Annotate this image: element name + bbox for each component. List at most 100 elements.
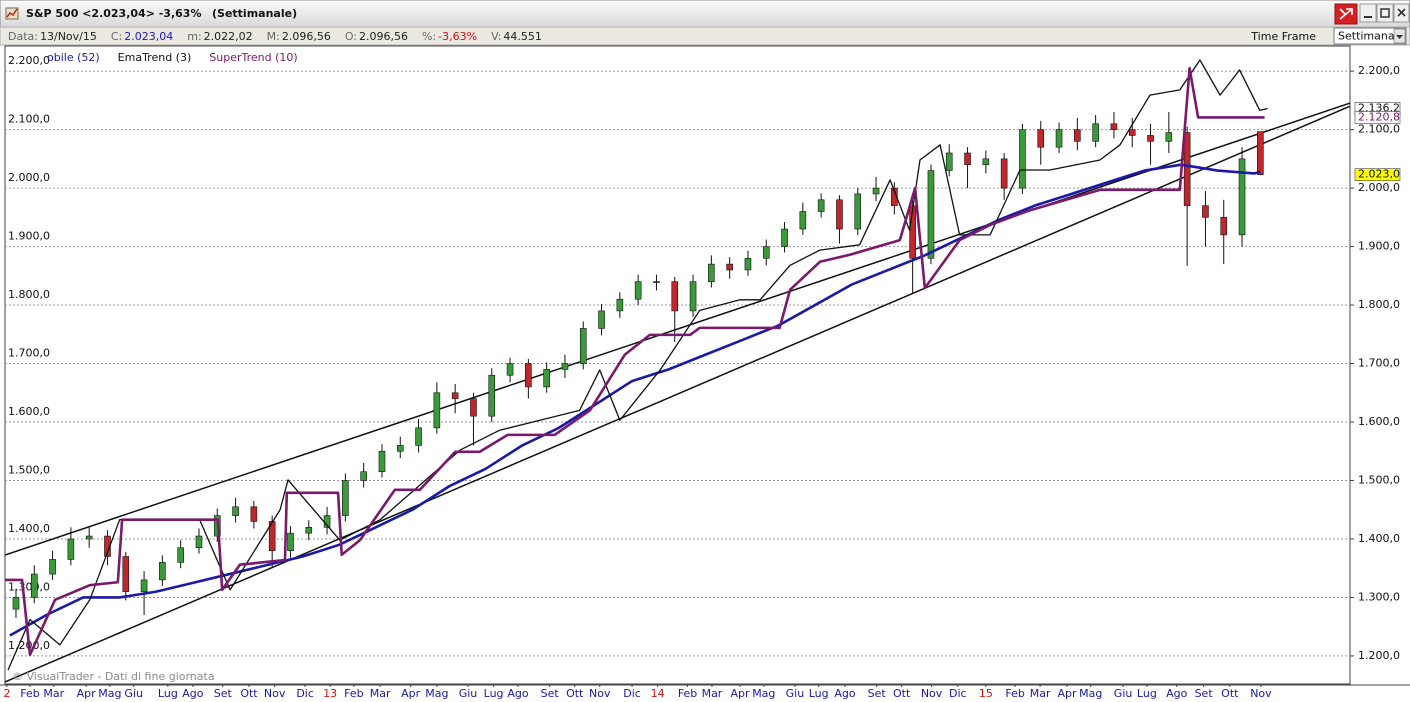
y-tick-label: 1.400,0 (1358, 532, 1400, 545)
candle-body (195, 535, 203, 549)
candle-body (1238, 158, 1246, 236)
candle-body (378, 450, 386, 473)
candle-body (817, 199, 825, 212)
y-tick-label: 2.100,0 (1358, 123, 1400, 136)
y-tick-label-left: 1.900,0 (8, 230, 50, 243)
candle-body (1074, 129, 1081, 142)
candle-body (653, 281, 660, 283)
chart: 1.200,0 1.300,0 1.400,0 1.500,0 1.600,0 1.700… (3, 51, 1401, 700)
time-frame-value: Settimanale (1338, 30, 1405, 43)
candle-body (104, 535, 111, 557)
x-tick-label: Mar (43, 687, 64, 700)
maximize-button[interactable] (1376, 3, 1394, 23)
info-value: 2.022,02 (204, 30, 253, 43)
x-tick-label: 13 (323, 687, 337, 700)
candle-body (1055, 129, 1063, 148)
minimize-button[interactable] (1359, 3, 1377, 23)
y-tick-label: 2.200,0 (1358, 64, 1400, 77)
candle-body (1257, 131, 1264, 175)
x-tick-label: 2 (3, 687, 10, 700)
y-tick-label-left: 2.100,0 (8, 113, 50, 126)
candle-body (744, 257, 752, 271)
watermark: © VisualTrader - Dati di fine giornata (12, 670, 215, 683)
info-value: 13/Nov/15 (40, 30, 97, 43)
detach-icon (1339, 8, 1353, 20)
info-value: -3,63% (438, 30, 477, 43)
x-tick-label: Lug (1137, 687, 1157, 700)
candle-body (561, 363, 569, 370)
info-value: 2.096,56 (282, 30, 331, 43)
plot-layer: 1.200,01.300,01.400,01.500,01.600,01.700… (5, 54, 1350, 683)
x-tick-label: Apr (731, 687, 751, 700)
info-label: M: (267, 30, 280, 43)
x-tick-label: Mag (1079, 687, 1102, 700)
x-tick-label: Ott (566, 687, 584, 700)
candle-body (982, 158, 990, 166)
info-value: 2.096,56 (359, 30, 408, 43)
info-group: Data: 13/Nov/15 C: 2.023,04 m: 2.022,02 M: 2.09… (8, 30, 542, 43)
candle-body (470, 398, 477, 417)
window-subtitle: (Settimanale) (212, 7, 297, 20)
candle-body (159, 562, 166, 581)
candle-body (30, 573, 38, 598)
legend-entry: obile (52) (47, 51, 100, 64)
info-label: Data: (8, 30, 38, 43)
candle-body (140, 579, 148, 592)
candle-body (598, 310, 605, 329)
candle-body (799, 211, 807, 230)
time-frame-dropdown[interactable] (1333, 27, 1407, 45)
price-tag-label: 2.120,8 (1358, 110, 1400, 123)
x-tick-label: Ago (834, 687, 856, 700)
x-tick-label: Mar (1030, 687, 1051, 700)
legend-entry: EmaTrend (3) (118, 51, 192, 64)
x-tick-label: Set (868, 687, 887, 700)
x-tick-label: Giu (786, 687, 805, 700)
y-tick-label-left: 1.500,0 (8, 463, 50, 476)
y-tick-label: 1.700,0 (1358, 357, 1400, 370)
candle-body (671, 281, 679, 312)
x-tick-label: Ago (182, 687, 204, 700)
candle-body (1202, 205, 1209, 218)
y-tick-label: 1.200,0 (1358, 649, 1400, 662)
candle-body (342, 480, 349, 516)
candle-body (232, 506, 239, 516)
info-label: m: (187, 30, 201, 43)
y-tick-label-left: 1.700,0 (8, 347, 50, 360)
x-tick-label: Apr (77, 687, 97, 700)
maximize-icon (1380, 8, 1390, 18)
candle-body (579, 328, 587, 364)
y-tick-label-left: 1.600,0 (8, 405, 50, 418)
info-label: C: (111, 30, 122, 43)
y-tick-label: 1.900,0 (1358, 240, 1400, 253)
candle-body (1000, 158, 1008, 189)
x-tick-label: Feb (678, 687, 697, 700)
candle-body (836, 199, 843, 230)
candle-body (49, 559, 56, 575)
info-label: V: (491, 30, 501, 43)
candle-body (488, 374, 496, 417)
x-tick-label: Nov (921, 687, 943, 700)
x-tick-label: Set (214, 687, 233, 700)
y-tick-label-left: 1.800,0 (8, 288, 50, 301)
trendline (5, 105, 1350, 683)
x-tick-label: Mar (702, 687, 723, 700)
price-tag-label: 2.023,0 (1358, 168, 1400, 181)
candle-body (1128, 129, 1136, 136)
price-tag (1354, 168, 1401, 181)
candle-body (85, 535, 93, 540)
dropdown-arrow (1396, 35, 1403, 39)
candle-body (964, 152, 971, 166)
x-tick-label: Ott (240, 687, 258, 700)
x-tick-label: Giu (459, 687, 478, 700)
candle-body (12, 597, 20, 610)
candle-body (360, 471, 367, 481)
x-tick-label: 15 (979, 687, 993, 700)
app-icon-line (6, 8, 18, 18)
y-tick-label: 1.500,0 (1358, 473, 1400, 486)
candle-body (396, 445, 404, 452)
x-tick-label: Feb (1005, 687, 1024, 700)
x-tick-label: Feb (344, 687, 363, 700)
x-tick-label: Mag (98, 687, 121, 700)
y-tick-label-left: 1.300,0 (8, 580, 50, 593)
candle-body (872, 187, 880, 195)
